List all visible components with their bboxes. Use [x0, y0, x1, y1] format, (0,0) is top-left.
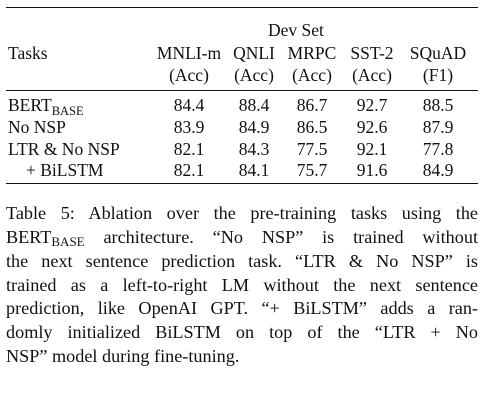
table-cell: 92.6: [356, 117, 388, 137]
caption-line: prediction, like OpenAI GPT. “+ BiLSTM” …: [6, 298, 478, 319]
table-cell: 88.4: [238, 95, 270, 115]
caption-line: NSP” model during fine-tuning.: [6, 345, 240, 366]
column-header-mrpc: MRPC: [287, 43, 337, 63]
column-metric-sst2: (Acc): [352, 65, 392, 85]
caption-line: trained as a left-to-right LM without th…: [6, 274, 478, 295]
column-metric-mnli: (Acc): [169, 65, 209, 85]
table-header-rule: [6, 90, 478, 91]
table-top-rule: [6, 7, 478, 8]
table-caption: Table 5: Ablation over the pre-training …: [6, 202, 478, 368]
table-cell: 84.9: [238, 117, 270, 137]
column-metric-qnli: (Acc): [234, 65, 274, 85]
table-cell: 87.9: [422, 117, 454, 137]
column-header-squad: SQuAD: [409, 43, 467, 63]
table-cell: 77.5: [296, 139, 328, 159]
row-label-ltr-no-nsp: LTR & No NSP: [8, 139, 120, 159]
table-cell: 82.1: [173, 160, 205, 180]
row-label-bert-base: BERTBASE: [8, 95, 84, 118]
table-cell: 84.1: [238, 160, 270, 180]
table-bottom-rule: [6, 183, 478, 184]
table-cell: 84.4: [173, 95, 205, 115]
table-cell: 92.7: [356, 95, 388, 115]
table-cell: 88.5: [422, 95, 454, 115]
row-label-bilstm: + BiLSTM: [26, 160, 104, 180]
devset-label: Dev Set: [268, 20, 324, 40]
column-header-mnli: MNLI-m: [156, 43, 222, 63]
caption-line: Table 5: Ablation over the pre-training …: [6, 203, 478, 223]
column-header-sst2: SST-2: [350, 43, 394, 63]
table-cell: 84.3: [238, 139, 270, 159]
row-label-no-nsp: No NSP: [8, 117, 66, 137]
column-metric-squad: (F1): [422, 65, 454, 85]
table-cell: 92.1: [356, 139, 388, 159]
table-cell: 82.1: [173, 139, 205, 159]
caption-line: the next sentence prediction task. “LTR …: [6, 251, 478, 272]
table-cell: 86.7: [296, 95, 328, 115]
table-cell: 84.9: [422, 160, 454, 180]
caption-line: BERTBASE architecture. “No NSP” is train…: [6, 226, 478, 249]
table-cell: 83.9: [173, 117, 205, 137]
table-cell: 91.6: [356, 160, 388, 180]
caption-line: domly initialized BiLSTM on top of the “…: [6, 321, 478, 342]
column-metric-mrpc: (Acc): [292, 65, 332, 85]
tasks-header: Tasks: [8, 43, 48, 63]
table-cell: 77.8: [422, 139, 454, 159]
column-header-qnli: QNLI: [233, 43, 275, 63]
table-cell: 75.7: [296, 160, 328, 180]
table-cell: 86.5: [296, 117, 328, 137]
